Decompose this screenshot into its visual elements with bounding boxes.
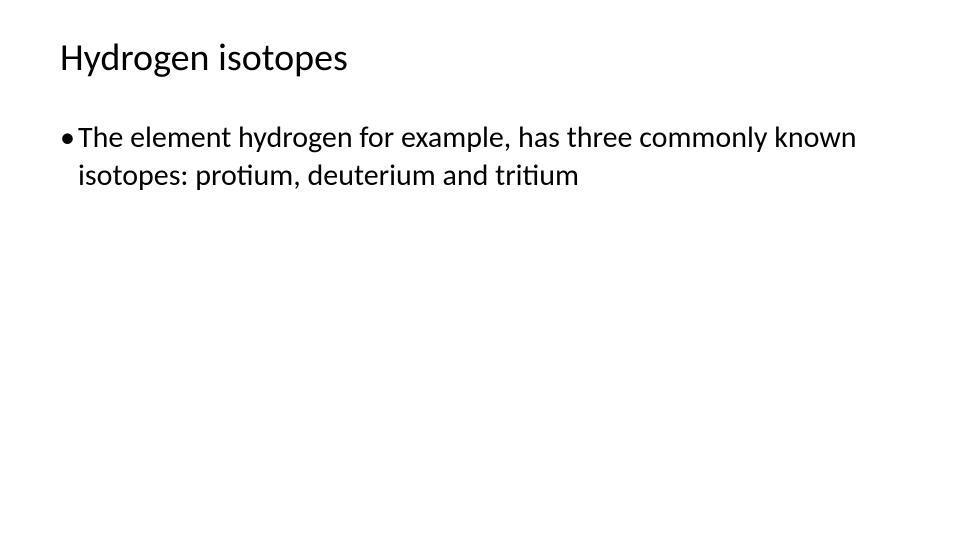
bullet-item: • The element hydrogen for example, has … — [78, 119, 900, 196]
bullet-marker: • — [60, 119, 75, 157]
slide-container: Hydrogen isotopes • The element hydrogen… — [0, 0, 960, 540]
slide-content: • The element hydrogen for example, has … — [60, 119, 900, 196]
bullet-text: The element hydrogen for example, has th… — [78, 119, 857, 194]
slide-title: Hydrogen isotopes — [60, 35, 900, 81]
